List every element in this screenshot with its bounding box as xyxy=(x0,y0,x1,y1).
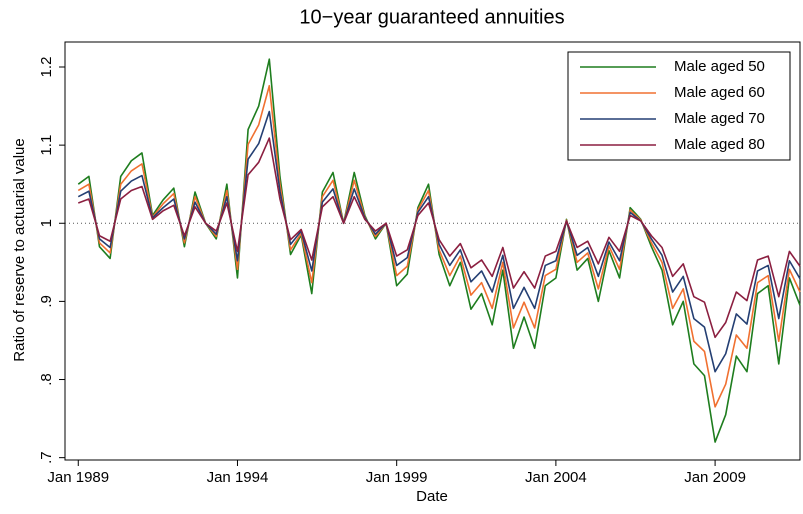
y-axis-label: Ratio of reserve to actuarial value xyxy=(11,138,28,361)
x-tick-label: Jan 1989 xyxy=(47,469,109,486)
y-tick-label: 1 xyxy=(38,219,55,227)
series-line xyxy=(77,137,801,339)
y-tick-label: .9 xyxy=(38,295,55,308)
series-line xyxy=(77,58,801,443)
legend-label: Male aged 60 xyxy=(674,84,765,101)
legend-label: Male aged 50 xyxy=(674,58,765,75)
x-axis-label: Date xyxy=(416,488,448,505)
plot-frame xyxy=(64,41,801,461)
y-tick-label: 1.2 xyxy=(38,57,55,78)
legend-box xyxy=(567,51,791,161)
x-tick-label: Jan 1994 xyxy=(207,469,269,486)
chart-title: 10−year guaranteed annuities xyxy=(299,6,564,28)
y-tick-label: .7 xyxy=(38,451,55,464)
series-line xyxy=(77,110,801,373)
x-tick-label: Jan 2004 xyxy=(525,469,587,486)
y-tick-label: 1.1 xyxy=(38,135,55,156)
x-tick-label: Jan 1999 xyxy=(366,469,428,486)
y-tick-label: .8 xyxy=(38,373,55,386)
series-line xyxy=(77,84,801,408)
x-tick-label: Jan 2009 xyxy=(684,469,746,486)
legend-label: Male aged 80 xyxy=(674,136,765,153)
legend-label: Male aged 70 xyxy=(674,110,765,127)
